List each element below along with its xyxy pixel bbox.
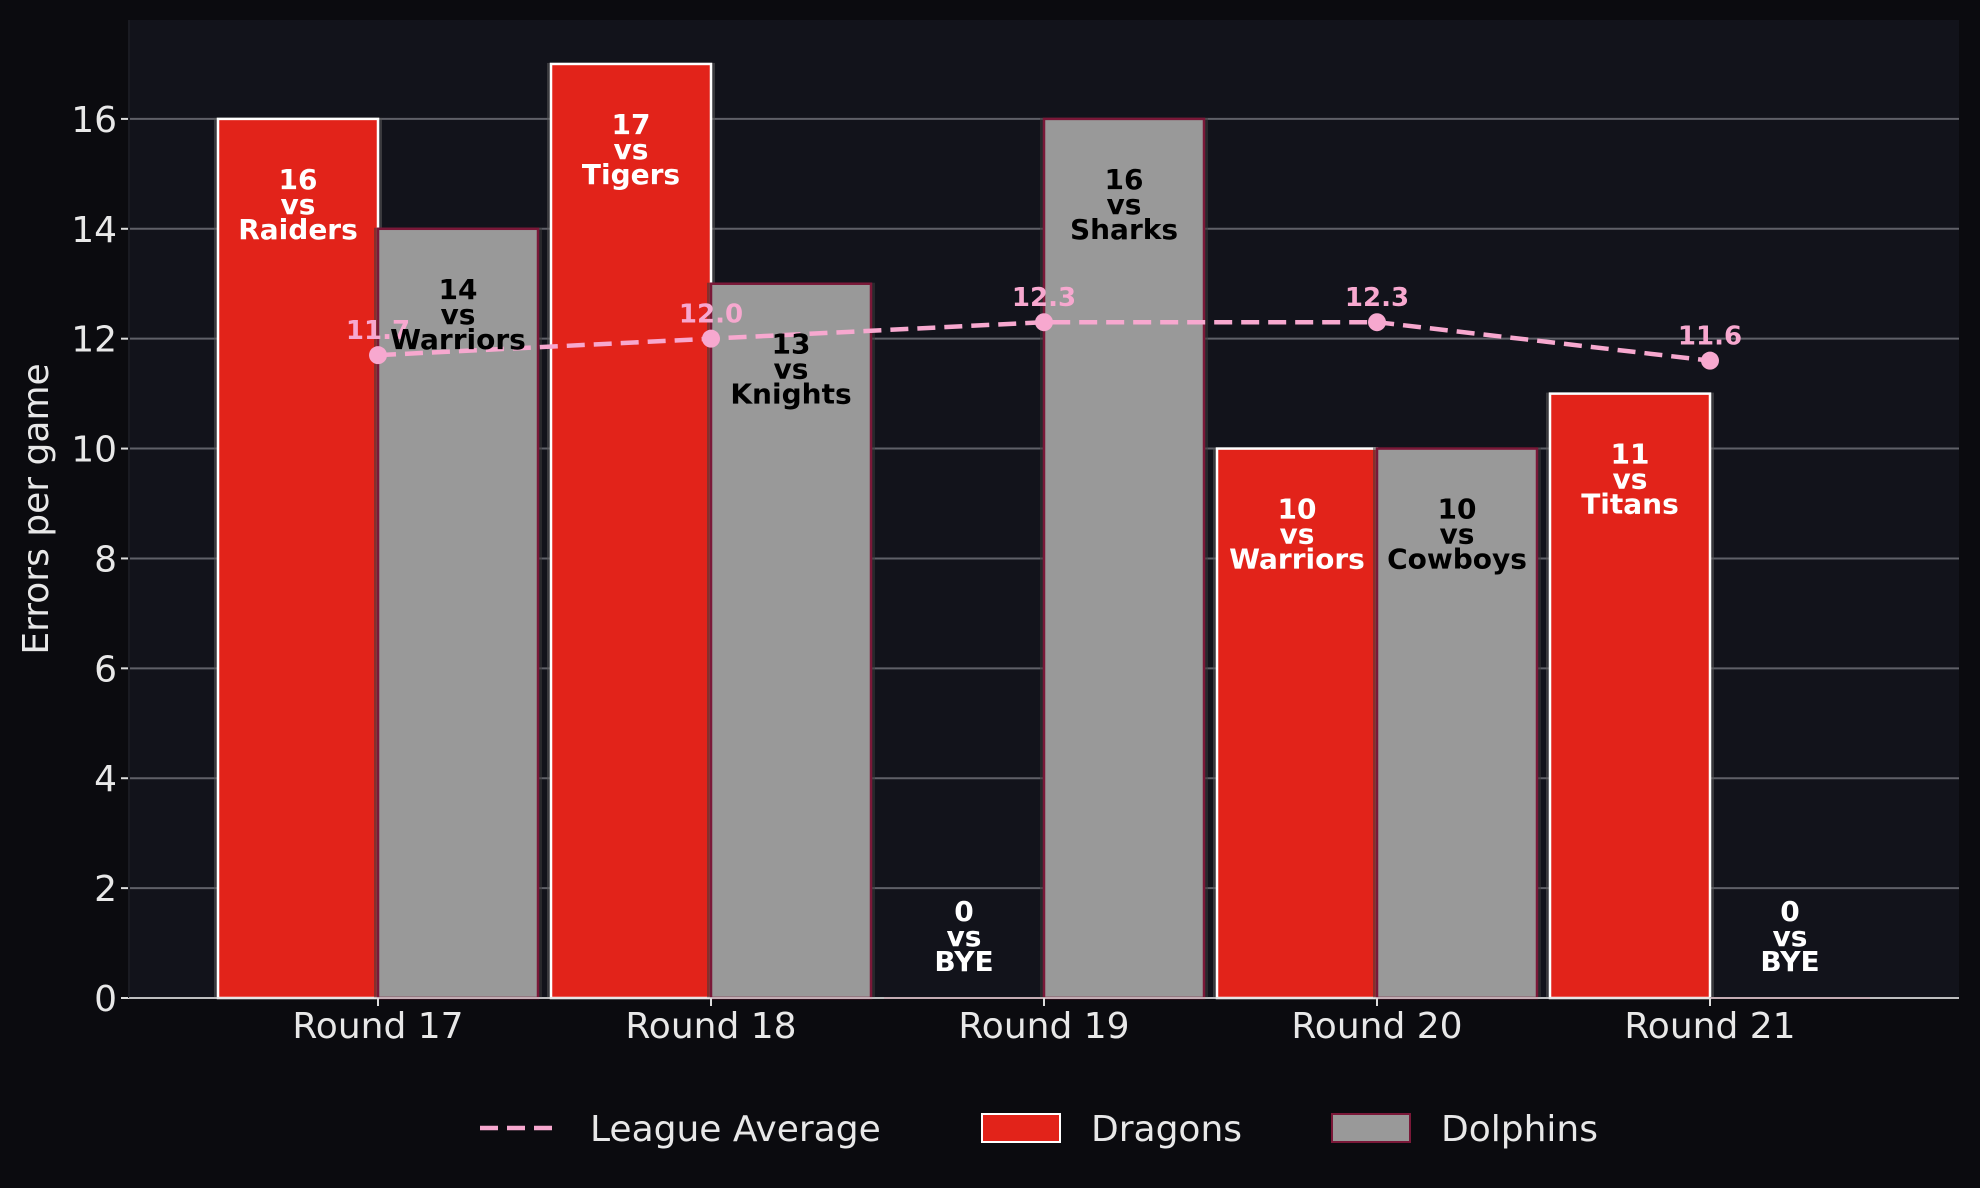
dragons-bar-label: Titans [1581,488,1679,521]
dragons-bar-label: 0 [954,895,973,928]
league-average-point [369,346,387,365]
x-tick-label: Round 20 [1291,1006,1462,1047]
league-average-point [1035,313,1053,332]
y-tick-label: 6 [94,649,117,690]
dolphins-bar-label: 16 [1105,163,1144,196]
dragons-bar-label: Raiders [238,213,358,246]
dragons-bar-label: vs [1613,463,1648,496]
dolphins-bar-label: 0 [1780,895,1799,928]
x-tick-label: Round 17 [292,1006,463,1047]
dragons-bar-label: vs [1280,518,1315,551]
x-tick-label: Round 18 [625,1006,796,1047]
dragons-bar [216,117,380,1000]
bar-labels: 16vsRaiders17vsTigers0vsBYE10vsWarriors1… [238,108,1819,978]
dragons-bar-label: vs [281,188,316,221]
legend: League Average Dragons Dolphins [480,1109,1598,1150]
y-tick-label: 0 [94,979,117,1020]
dolphins-bar [709,282,873,1000]
legend-label-league-average: League Average [590,1109,881,1150]
y-tick-label: 4 [94,759,117,800]
league-average-point [702,329,720,348]
dragons-bar [549,62,713,1000]
dragons-bar-label: vs [614,133,649,166]
axes: 0 2 4 6 8 10 12 14 16 Round 17 Round 18 Round 19 Rou… [71,20,1959,1047]
dolphins-bar-label: 10 [1438,493,1477,526]
y-tick-label: 14 [71,210,117,251]
dolphins-bar-label: 14 [439,273,478,306]
y-tick-label: 16 [71,100,117,141]
bars [214,62,1870,1000]
y-tick-label: 10 [71,430,117,471]
league-average-value-label: 11.7 [346,316,410,346]
x-tick-label: Round 21 [1624,1006,1795,1047]
league-average-value-label: 12.3 [1012,283,1076,313]
dolphins-bar-label: vs [441,298,476,331]
dolphins-bar-label: Sharks [1070,213,1178,246]
y-tick-label: 8 [94,539,117,580]
dragons-bar-label: 16 [279,163,318,196]
dolphins-bar-label: vs [774,353,809,386]
dolphins-bar [1042,117,1206,1000]
league-average-polyline [377,319,1711,363]
dolphins-bar-label: Knights [730,378,851,411]
dragons-bar-label: 10 [1278,493,1317,526]
dragons-bar-label: 11 [1611,438,1650,471]
dragons-bar [1548,392,1712,1000]
dolphins-bar [376,227,540,1000]
dragons-bar-label: Tigers [582,158,680,191]
dolphins-bar-label: Cowboys [1387,543,1527,576]
y-tick-label: 12 [71,320,117,361]
league-average-value-label: 11.6 [1678,322,1742,352]
y-axis-label: Errors per game [16,363,57,654]
league-average-value-label: 12.0 [679,300,743,330]
dragons-bar-label: BYE [934,945,993,978]
dolphins-bar-label: vs [1107,188,1142,221]
league-average-point [1368,313,1386,332]
league-average-value-label: 12.3 [1345,283,1409,313]
dolphins-bar-label: vs [1773,920,1808,953]
league-average-point [1701,351,1719,370]
dragons-bar-label: Warriors [1229,543,1365,576]
legend-label-dolphins: Dolphins [1441,1109,1598,1150]
dolphins-bar-label: vs [1440,518,1475,551]
dragons-bar-label: vs [947,920,982,953]
dolphins-bar-label: 13 [772,328,811,361]
x-tick-label: Round 19 [958,1006,1129,1047]
dolphins-bar-label: BYE [1760,945,1819,978]
legend-label-dragons: Dragons [1091,1109,1242,1150]
dolphins-bar-label: Warriors [390,323,526,356]
dragons-bar-label: 17 [612,108,651,141]
y-tick-label: 2 [94,869,117,910]
league-average-line: 11.7 12.0 12.3 12.3 11.6 [346,283,1742,370]
legend-swatch-dolphins [1331,1113,1411,1143]
legend-swatch-dragons [981,1113,1061,1143]
